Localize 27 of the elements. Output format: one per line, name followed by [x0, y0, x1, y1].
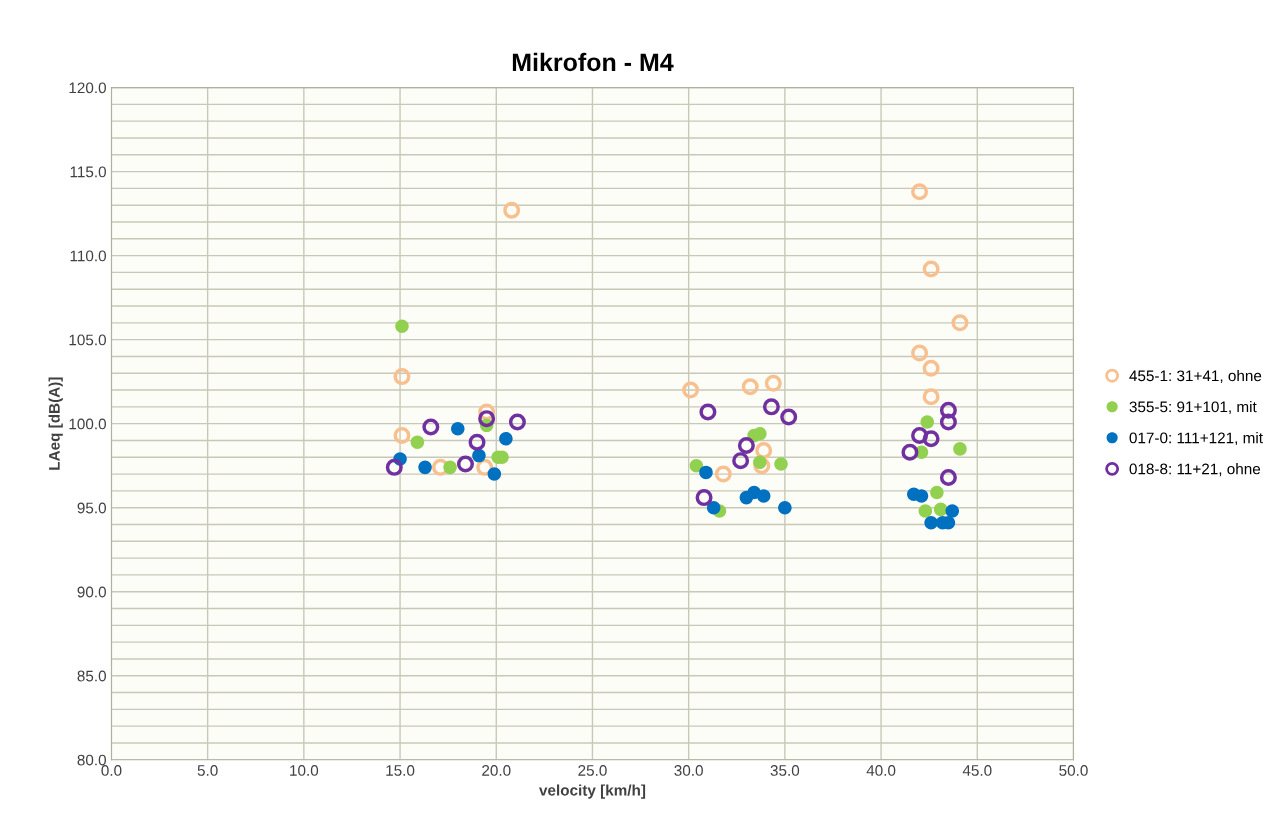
x-tick-label: 35.0 [770, 765, 800, 776]
y-tick-label: 100.0 [69, 418, 106, 430]
x-tick-label: 15.0 [386, 765, 415, 776]
y-tick-label: 95.0 [77, 502, 106, 514]
x-tick-label: 5.0 [197, 765, 218, 776]
y-tick-label: 85.0 [77, 670, 106, 682]
x-tick-label: 20.0 [482, 765, 511, 776]
x-tick-label: 45.0 [962, 765, 992, 776]
legend-label: 455-1: 31+41, ohne [1129, 369, 1262, 384]
x-axis-title: velocity [km/h] [539, 784, 646, 799]
y-tick-label: 120.0 [69, 82, 106, 94]
legend-label: 355-5: 91+101, mit [1129, 401, 1257, 415]
x-tick-label: 40.0 [866, 765, 896, 776]
chart-title: Mikrofon - M4 [512, 52, 674, 72]
y-tick-label: 110.0 [70, 250, 106, 262]
y-tick-label: 80.0 [77, 754, 106, 766]
y-tick-label: 90.0 [77, 586, 106, 598]
y-axis-title: LAeq [dB(A)] [48, 377, 63, 470]
x-tick-label: 0.0 [101, 765, 122, 776]
y-tick-label: 115.0 [70, 166, 106, 178]
x-tick-label: 10.0 [290, 765, 319, 776]
legend-label: 017-0: 111+121, mit [1129, 432, 1263, 446]
y-tick-label: 105.0 [69, 334, 106, 346]
x-tick-label: 30.0 [674, 765, 703, 776]
x-tick-label: 50.0 [1059, 765, 1088, 776]
legend-label: 018-8: 11+21, ohne [1129, 463, 1261, 477]
x-tick-label: 25.0 [578, 765, 607, 776]
